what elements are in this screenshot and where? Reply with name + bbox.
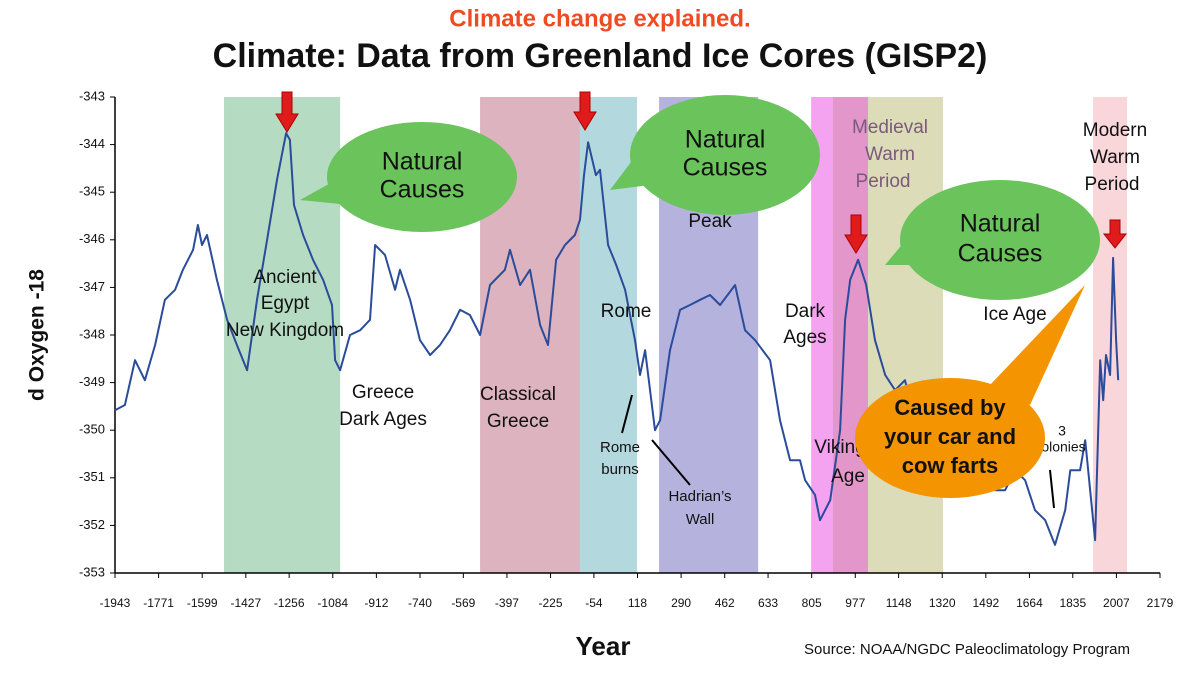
callout-text: Natural xyxy=(382,148,463,176)
x-tick-label: -1256 xyxy=(274,596,305,610)
callout-text: cow farts xyxy=(902,453,999,478)
pointer xyxy=(621,394,633,434)
annotation: Wall xyxy=(686,511,715,528)
annotation: Dark xyxy=(785,301,826,322)
x-tick-label: 1320 xyxy=(929,596,956,610)
annotation: burns xyxy=(601,461,639,478)
chart-title: Climate: Data from Greenland Ice Cores (… xyxy=(213,37,988,75)
callout-text: Natural xyxy=(685,126,766,154)
red-arrow xyxy=(1102,219,1128,249)
annotation: Egypt xyxy=(261,293,310,314)
callout-bubble xyxy=(630,95,820,215)
x-tick-label: -1771 xyxy=(143,596,174,610)
callout-bubble xyxy=(327,122,517,232)
red-arrow xyxy=(573,91,597,131)
era-band xyxy=(868,97,943,573)
annotation: Classical xyxy=(480,384,556,405)
y-tick-label: -349 xyxy=(79,374,105,389)
source: Source: NOAA/NGDC Paleoclimatology Progr… xyxy=(804,641,1130,658)
annotation: Hadrian’s xyxy=(668,488,731,505)
x-tick-label: 1835 xyxy=(1059,596,1086,610)
y-tick-label: -348 xyxy=(79,326,105,341)
annotation: Medieval xyxy=(852,117,928,138)
y-tick-label: -353 xyxy=(79,564,105,579)
x-tick-label: -1084 xyxy=(317,596,348,610)
annotation: Warm xyxy=(865,144,915,165)
annotation: 3 xyxy=(1058,423,1066,439)
callout-text: Causes xyxy=(380,176,465,204)
y-tick-label: -343 xyxy=(79,88,105,103)
x-tick-label: -569 xyxy=(451,596,475,610)
y-tick-label: -345 xyxy=(79,184,105,199)
x-tick-label: 2007 xyxy=(1103,596,1130,610)
annotation: Warm xyxy=(1090,147,1140,168)
x-tick-label: 1664 xyxy=(1016,596,1043,610)
callout-text: Natural xyxy=(960,210,1041,238)
x-tick-label: 290 xyxy=(671,596,691,610)
era-band xyxy=(1093,97,1128,573)
annotation: Ancient xyxy=(253,267,317,288)
annotation: Rome xyxy=(600,439,640,456)
x-tick-label: 977 xyxy=(845,596,865,610)
x-tick-label: -1599 xyxy=(187,596,218,610)
annotation: Dark Ages xyxy=(339,409,427,430)
x-axis-label: Year xyxy=(576,631,631,661)
header: Climate change explained. xyxy=(449,5,750,32)
annotation: Period xyxy=(1085,174,1140,195)
callout-text: your car and xyxy=(884,424,1016,449)
callout-bubble xyxy=(900,180,1100,300)
pointer xyxy=(1049,469,1055,509)
y-tick-label: -346 xyxy=(79,231,105,246)
y-axis-label: d Oxygen -18 xyxy=(26,269,49,401)
annotation: Ages xyxy=(783,327,826,348)
x-tick-label: -1943 xyxy=(100,596,131,610)
annotation: Greece xyxy=(352,382,414,403)
x-tick-label: 633 xyxy=(758,596,778,610)
x-tick-label: 805 xyxy=(802,596,822,610)
x-tick-label: 118 xyxy=(628,596,647,610)
x-tick-label: 1492 xyxy=(972,596,999,610)
annotation: colonies xyxy=(1034,439,1085,455)
y-tick-label: -352 xyxy=(79,517,105,532)
x-tick-label: -397 xyxy=(495,596,519,610)
x-tick-label: 2179 xyxy=(1147,596,1174,610)
y-tick-label: -344 xyxy=(79,136,105,151)
callout-text: Caused by xyxy=(894,395,1006,420)
annotation: New Kingdom xyxy=(226,320,344,341)
x-tick-label: -225 xyxy=(539,596,563,610)
pointer xyxy=(651,439,691,486)
callout-text: Causes xyxy=(683,154,768,182)
era-band xyxy=(811,97,833,573)
annotation: Peak xyxy=(688,211,732,232)
red-arrow xyxy=(844,214,868,254)
annotation: Greece xyxy=(487,411,549,432)
x-tick-label: 1148 xyxy=(886,596,912,610)
x-tick-label: -54 xyxy=(585,596,603,610)
x-tick-label: -1427 xyxy=(230,596,261,610)
annotation: Period xyxy=(856,171,911,192)
era-band xyxy=(832,97,869,573)
red-arrow xyxy=(275,91,299,133)
annotation: Ice Age xyxy=(983,304,1046,325)
x-tick-label: -912 xyxy=(364,596,388,610)
annotation: Modern xyxy=(1083,120,1147,141)
era-band xyxy=(224,97,341,573)
x-tick-label: -740 xyxy=(408,596,432,610)
y-tick-label: -350 xyxy=(79,422,105,437)
y-tick-label: -347 xyxy=(79,279,105,294)
annotation: Age xyxy=(831,466,865,487)
x-tick-label: 462 xyxy=(715,596,735,610)
annotation: Viking xyxy=(814,437,865,458)
callout-bubble xyxy=(855,378,1045,498)
y-tick-label: -351 xyxy=(79,469,105,484)
annotation: Rome xyxy=(601,301,652,322)
callout-text: Causes xyxy=(958,240,1043,268)
callout-tail xyxy=(990,285,1085,405)
